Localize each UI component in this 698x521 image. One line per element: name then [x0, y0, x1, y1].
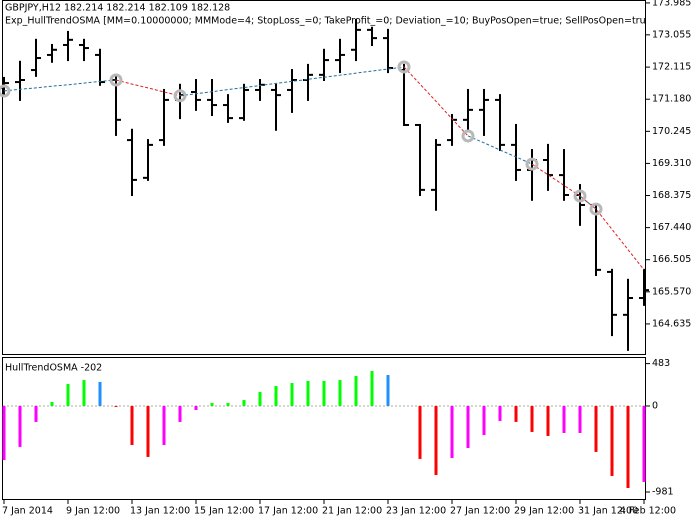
signal-marker: [525, 157, 539, 171]
histogram-bar: [34, 405, 38, 422]
histogram-bar: [130, 405, 134, 446]
histogram-bar: [610, 405, 614, 476]
histogram-bar: [642, 405, 646, 482]
histogram-bar: [66, 383, 70, 406]
histogram-bar: [498, 405, 502, 421]
price-panel: [2, 0, 646, 355]
histogram-bar: [354, 375, 358, 406]
y-tick-label: 167.440: [652, 222, 691, 233]
x-tick-label: 21 Jan 12:00: [322, 506, 382, 517]
header: GBPJPY,H12 182.214 182.214 182.109 182.1…: [5, 3, 698, 27]
x-tick-label: 15 Jan 12:00: [194, 506, 254, 517]
histogram-bar: [114, 405, 118, 407]
y-tick-label: 166.505: [652, 254, 691, 265]
signal-marker: [173, 89, 187, 103]
signal-marker: [109, 73, 123, 87]
chart-subtitle: Exp_HullTrendOSMA [MM=0.10000000; MMMode…: [5, 16, 698, 27]
y-tick-label: 172.115: [652, 62, 691, 73]
histogram-bar: [370, 370, 374, 406]
histogram-bar: [418, 405, 422, 459]
histogram-bar: [594, 405, 598, 452]
x-tick-label: 23 Jan 12:00: [386, 506, 446, 517]
histogram-bar: [50, 401, 54, 406]
histogram-bar: [514, 405, 518, 422]
histogram-bar: [18, 405, 22, 447]
y-tick-label: 0: [652, 400, 658, 411]
y-tick-label: 170.245: [652, 126, 691, 137]
y-tick-label: 171.180: [652, 94, 691, 105]
signal-marker: [573, 189, 587, 203]
histogram-bar: [194, 405, 198, 411]
histogram-bar: [562, 405, 566, 433]
histogram-bar: [482, 405, 486, 436]
x-tick-label: 17 Jan 12:00: [258, 506, 318, 517]
trend-line: [115, 66, 645, 271]
histogram-bar: [530, 405, 534, 432]
y-tick-label: 168.375: [652, 190, 691, 201]
indicator-title: HullTrendOSMA -202: [5, 363, 102, 374]
x-tick-label: 13 Jan 12:00: [130, 506, 190, 517]
y-tick-label: 169.310: [652, 158, 691, 169]
histogram-bar: [466, 405, 470, 448]
y-tick-label: 173.985: [652, 0, 691, 8]
chart-title: GBPJPY,H12 182.214 182.214 182.109 182.1…: [5, 3, 230, 14]
histogram-bar: [578, 405, 582, 433]
signal-marker: [461, 129, 475, 143]
x-tick-label: 31 Jan 12:00: [578, 506, 638, 517]
histogram-bar: [274, 385, 278, 406]
histogram-bar: [626, 405, 630, 488]
histogram-bar: [306, 380, 310, 406]
x-tick-label: 7 Jan 2014: [2, 506, 53, 517]
histogram-bar: [178, 405, 182, 422]
x-tick-label: 27 Jan 12:00: [450, 506, 510, 517]
signal-marker: [589, 202, 603, 216]
y-tick-label: 165.570: [652, 286, 691, 297]
y-tick-label: 164.635: [652, 318, 691, 329]
y-tick-label: -981: [652, 487, 674, 498]
histogram-bar: [258, 391, 262, 406]
histogram-bar: [2, 405, 6, 461]
x-tick-label: 9 Jan 12:00: [66, 506, 120, 517]
histogram-bar: [98, 381, 102, 406]
histogram-bar: [146, 405, 150, 457]
histogram-bar: [434, 405, 438, 476]
y-tick-label: 173.055: [652, 29, 691, 40]
histogram-bar: [546, 405, 550, 436]
x-tick-label: 4 Feb 12:00: [620, 506, 676, 517]
signal-marker: [397, 60, 411, 74]
histogram-bar: [162, 405, 166, 446]
histogram-bar: [450, 405, 454, 458]
y-tick-label: 483: [652, 358, 670, 369]
histogram-bar: [290, 382, 294, 406]
histogram-bar: [242, 400, 246, 406]
signal-marker: [0, 84, 11, 98]
histogram-bar: [386, 375, 390, 406]
histogram-bar: [210, 402, 214, 406]
trend-line: [3, 66, 597, 210]
histogram-bar: [226, 402, 230, 406]
histogram-bar: [82, 380, 86, 406]
x-tick-label: 29 Jan 12:00: [514, 506, 574, 517]
histogram-bar: [338, 380, 342, 406]
histogram-bar: [322, 380, 326, 406]
